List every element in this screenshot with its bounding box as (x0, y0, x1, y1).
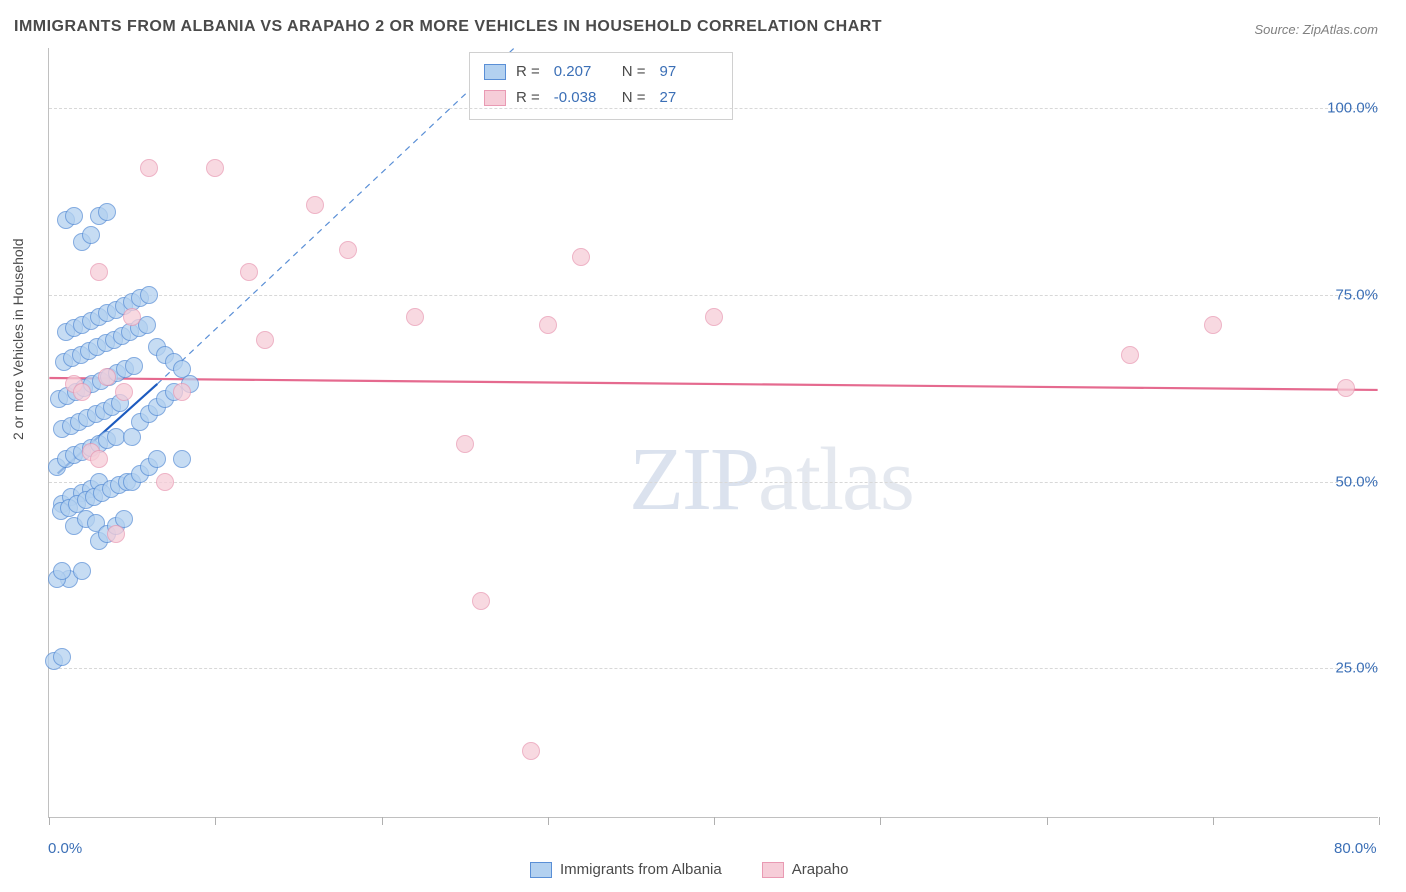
y-tick-label: 75.0% (1335, 286, 1378, 303)
data-point (107, 525, 125, 543)
x-tick (548, 817, 549, 825)
series1-swatch (484, 64, 506, 80)
watermark-bold: ZIP (629, 430, 758, 529)
data-point (256, 331, 274, 349)
data-point (339, 241, 357, 259)
source-attribution: Source: ZipAtlas.com (1254, 22, 1378, 37)
data-point (90, 263, 108, 281)
series1-swatch (530, 862, 552, 878)
y-tick-label: 50.0% (1335, 473, 1378, 490)
data-point (115, 383, 133, 401)
data-point (98, 368, 116, 386)
legend-label: Immigrants from Albania (560, 861, 722, 878)
data-point (140, 286, 158, 304)
scatter-plot-area: ZIPatlas R = 0.207 N = 97 R = -0.038 N =… (48, 48, 1378, 818)
y-tick-label: 100.0% (1327, 99, 1378, 116)
legend-label: Arapaho (792, 861, 849, 878)
data-point (173, 360, 191, 378)
data-point (107, 428, 125, 446)
data-point (82, 226, 100, 244)
data-point (125, 357, 143, 375)
series2-swatch (484, 90, 506, 106)
gridline-h (49, 668, 1378, 669)
x-tick (880, 817, 881, 825)
data-point (572, 248, 590, 266)
x-tick-label: 80.0% (1334, 840, 1377, 857)
stats-legend-box: R = 0.207 N = 97 R = -0.038 N = 27 (469, 52, 733, 120)
data-point (539, 316, 557, 334)
x-tick (1047, 817, 1048, 825)
data-point (173, 450, 191, 468)
data-point (73, 383, 91, 401)
bottom-legend: Immigrants from Albania Arapaho (530, 861, 848, 878)
data-point (156, 473, 174, 491)
x-tick (215, 817, 216, 825)
x-tick (1213, 817, 1214, 825)
stats-row: R = 0.207 N = 97 (484, 59, 718, 85)
r-value: 0.207 (554, 59, 612, 85)
legend-item: Arapaho (762, 861, 849, 878)
data-point (240, 263, 258, 281)
chart-title: IMMIGRANTS FROM ALBANIA VS ARAPAHO 2 OR … (14, 18, 882, 36)
gridline-h (49, 108, 1378, 109)
data-point (472, 592, 490, 610)
data-point (53, 648, 71, 666)
data-point (522, 742, 540, 760)
data-point (306, 196, 324, 214)
data-point (173, 383, 191, 401)
trend-lines-layer (49, 48, 1378, 817)
data-point (206, 159, 224, 177)
x-tick (714, 817, 715, 825)
data-point (1204, 316, 1222, 334)
data-point (90, 450, 108, 468)
x-tick-label: 0.0% (48, 840, 82, 857)
data-point (456, 435, 474, 453)
x-tick (49, 817, 50, 825)
trend-line (157, 48, 514, 384)
data-point (53, 562, 71, 580)
data-point (73, 562, 91, 580)
watermark: ZIPatlas (629, 428, 913, 531)
y-tick-label: 25.0% (1335, 660, 1378, 677)
data-point (65, 207, 83, 225)
data-point (1337, 379, 1355, 397)
n-label: N = (622, 59, 646, 85)
data-point (1121, 346, 1139, 364)
gridline-h (49, 295, 1378, 296)
data-point (406, 308, 424, 326)
x-tick (382, 817, 383, 825)
legend-item: Immigrants from Albania (530, 861, 722, 878)
trend-line (49, 378, 1377, 390)
series2-swatch (762, 862, 784, 878)
x-tick (1379, 817, 1380, 825)
data-point (123, 308, 141, 326)
y-axis-label: 2 or more Vehicles in Household (10, 238, 26, 440)
data-point (705, 308, 723, 326)
data-point (98, 203, 116, 221)
gridline-h (49, 482, 1378, 483)
data-point (140, 159, 158, 177)
r-label: R = (516, 59, 540, 85)
n-value: 97 (660, 59, 718, 85)
data-point (148, 450, 166, 468)
watermark-thin: atlas (758, 430, 913, 529)
